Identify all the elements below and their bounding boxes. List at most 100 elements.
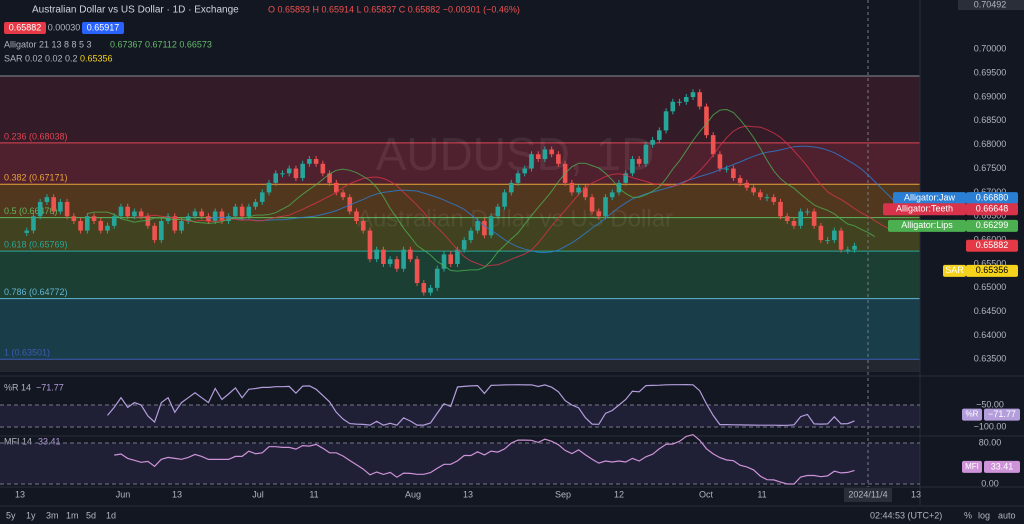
candle <box>212 211 218 222</box>
candle <box>609 192 615 198</box>
candle <box>179 221 184 231</box>
time-label: 12 <box>614 489 624 499</box>
osc-tag: %R <box>966 410 979 419</box>
range-button[interactable]: 5y <box>6 510 16 520</box>
candle <box>650 139 655 145</box>
candle <box>731 168 736 179</box>
price-tag-box <box>966 219 1018 232</box>
osc-tag-box <box>962 408 982 421</box>
candle <box>603 197 608 217</box>
candle <box>508 182 514 193</box>
range-button[interactable]: 1y <box>26 510 36 520</box>
candle <box>199 211 205 217</box>
candle <box>374 249 379 260</box>
candle <box>811 211 817 226</box>
candle <box>455 249 460 264</box>
time-label: Sep <box>555 489 571 499</box>
candle <box>71 216 77 222</box>
price-tick-label: 0.69000 <box>974 91 1007 101</box>
candle <box>219 211 225 222</box>
range-button[interactable]: 1m <box>66 510 79 520</box>
candle <box>354 211 359 222</box>
price-tag-box <box>888 219 966 232</box>
candle <box>771 197 777 202</box>
candle <box>239 206 245 217</box>
candle <box>172 216 178 231</box>
candle <box>414 259 420 284</box>
candle <box>367 230 373 260</box>
candle <box>657 130 662 140</box>
price-tag-value: 0.66648 <box>976 204 1009 214</box>
clock[interactable]: 02:44:53 (UTC+2) <box>870 510 942 520</box>
candle <box>751 187 756 193</box>
candle <box>697 92 703 107</box>
symbol-title[interactable]: Australian Dollar vs US Dollar · 1D · Ex… <box>32 5 239 16</box>
price-tick-label: 0.66500 <box>974 211 1007 221</box>
log-toggle[interactable]: log <box>978 510 990 520</box>
candle <box>58 201 63 212</box>
candle <box>448 254 454 264</box>
percent-toggle[interactable]: % <box>964 510 972 520</box>
osc-tick-label: 0.00 <box>981 478 999 488</box>
candle <box>670 101 676 112</box>
price-tick-label: 0.68000 <box>974 139 1007 149</box>
price-tag-box <box>966 264 1018 277</box>
price-tick-label: 0.65500 <box>974 258 1007 268</box>
price-tag-name: SAR <box>945 265 964 275</box>
candle <box>522 168 528 174</box>
osc-tick-label: −50.00 <box>976 399 1004 409</box>
candle <box>724 168 729 170</box>
candle <box>744 182 750 188</box>
time-label: 13 <box>15 489 25 499</box>
time-label: 11 <box>309 489 318 499</box>
price-tag-box <box>893 192 966 205</box>
candle <box>327 173 332 183</box>
range-button[interactable]: 3m <box>46 510 59 520</box>
candle <box>535 154 541 160</box>
candle <box>313 159 319 164</box>
candle <box>704 106 709 136</box>
price-tick-label: 0.68500 <box>974 115 1007 125</box>
candle <box>334 182 339 193</box>
buy-box[interactable] <box>82 22 124 34</box>
sell-price[interactable]: 0.65882 <box>9 22 42 32</box>
candle <box>832 230 837 241</box>
candle <box>105 225 110 231</box>
auto-toggle[interactable]: auto <box>998 510 1016 520</box>
alligator-line <box>134 125 889 267</box>
ohlc: O 0.65893 H 0.65914 L 0.65837 C 0.65882 … <box>268 4 520 14</box>
candle <box>556 154 561 164</box>
fib-label: 0.5 (0.66470) <box>4 206 58 216</box>
time-label: Oct <box>699 489 714 499</box>
candle <box>280 173 285 175</box>
candle <box>24 230 30 233</box>
alligator-legend[interactable]: Alligator 21 13 8 8 5 3 <box>4 39 92 49</box>
osc-line <box>114 433 855 485</box>
time-label: Aug <box>405 489 421 499</box>
osc-value-box <box>984 408 1020 421</box>
osc-line <box>107 383 855 427</box>
candle <box>226 216 231 222</box>
candle <box>145 216 151 226</box>
buy-price[interactable]: 0.65917 <box>87 22 120 32</box>
range-button[interactable]: 1d <box>106 510 116 520</box>
time-label: 13 <box>911 489 921 499</box>
candle <box>589 197 595 212</box>
candle <box>37 201 43 217</box>
price-tick-label: 0.64500 <box>974 306 1007 316</box>
candle <box>387 259 393 264</box>
time-label: 13 <box>172 489 182 499</box>
candle <box>118 206 124 217</box>
candle <box>778 201 783 217</box>
sar-legend[interactable]: SAR 0.02 0.02 0.2 <box>4 53 78 63</box>
fib-label: 0.236 (0.68038) <box>4 131 68 141</box>
fib-band <box>0 298 920 360</box>
price-tick-label: 0.70000 <box>974 44 1007 54</box>
candle <box>468 230 474 241</box>
sell-box[interactable] <box>4 22 46 34</box>
alligator-values: 0.67367 0.67112 0.66573 <box>110 39 212 49</box>
range-button[interactable]: 5d <box>86 510 96 520</box>
candle <box>138 211 144 217</box>
fib-band <box>0 359 920 372</box>
